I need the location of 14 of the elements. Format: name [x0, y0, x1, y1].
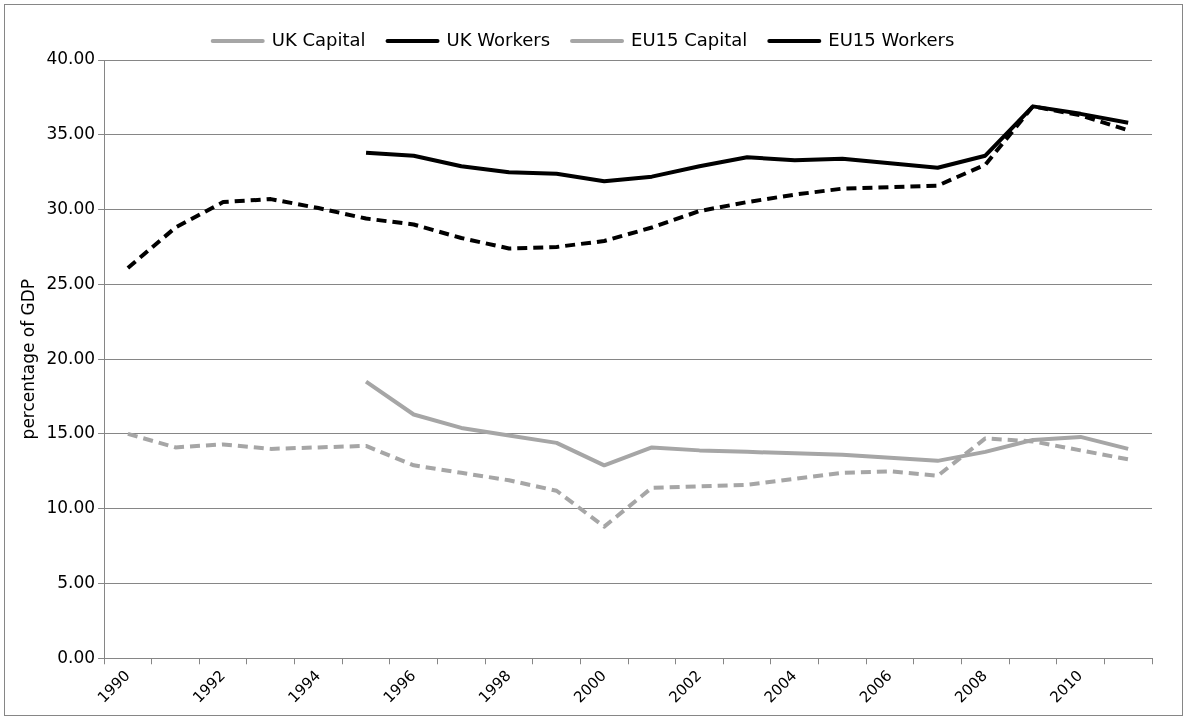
legend-label: UK Workers [446, 28, 551, 50]
legend-label: EU15 Workers [828, 28, 955, 50]
y-tick-label: 10.00 [46, 497, 96, 518]
y-tick-label: 5.00 [57, 571, 96, 592]
y-tick-label: 15.00 [46, 422, 96, 443]
legend-label: EU15 Capital [631, 28, 748, 50]
y-tick-label: 40.00 [46, 48, 96, 69]
y-tick-label: 25.00 [46, 272, 96, 293]
y-tick-label: 0.00 [57, 646, 96, 667]
y-tick-label: 35.00 [46, 123, 96, 144]
legend-label: UK Capital [271, 28, 366, 50]
y-axis-title: percentage of GDP [17, 278, 38, 440]
y-tick-label: 30.00 [46, 197, 96, 218]
y-tick-label: 20.00 [46, 347, 96, 368]
